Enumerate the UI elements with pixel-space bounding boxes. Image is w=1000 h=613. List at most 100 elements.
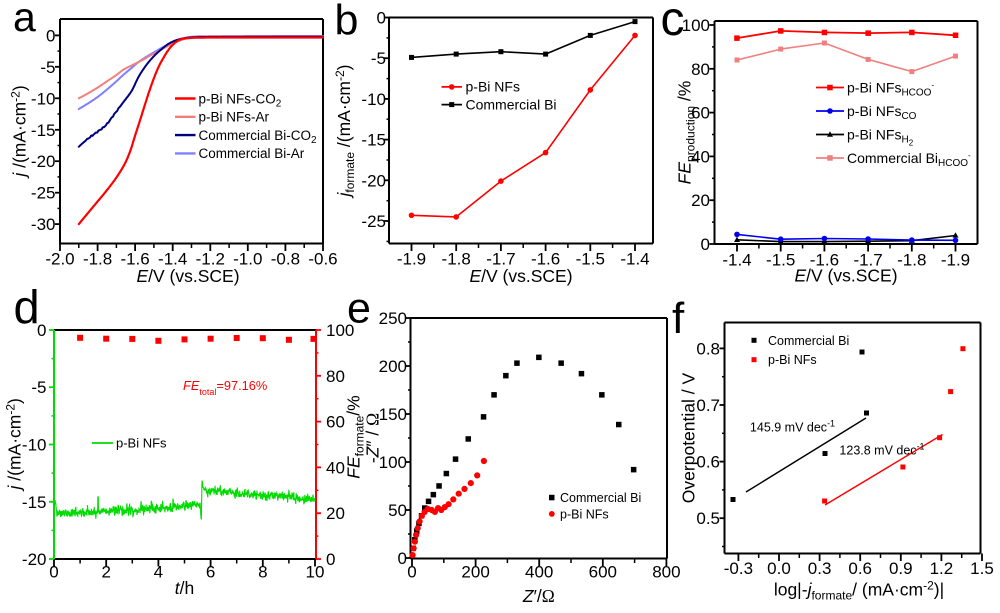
svg-text:p-Bi NFs-CO2: p-Bi NFs-CO2 [199, 91, 282, 109]
svg-text:80: 80 [691, 60, 710, 79]
svg-text:80: 80 [326, 367, 345, 386]
svg-text:-Z″ / Ω: -Z″ / Ω [363, 413, 383, 463]
svg-text:-5: -5 [371, 49, 386, 68]
svg-text:a: a [13, 0, 36, 40]
svg-text:-10: -10 [22, 436, 47, 455]
svg-text:FEtotal=97.16%: FEtotal=97.16% [183, 378, 267, 397]
svg-text:-1.0: -1.0 [233, 250, 262, 269]
svg-text:400: 400 [525, 563, 553, 582]
svg-text:0.8: 0.8 [696, 339, 720, 358]
svg-text:20: 20 [691, 191, 710, 210]
svg-text:-15: -15 [22, 493, 47, 512]
svg-text:p-Bi NFs: p-Bi NFs [560, 507, 609, 521]
svg-text:0: 0 [326, 550, 335, 569]
svg-text:600: 600 [589, 563, 617, 582]
svg-text:f: f [672, 294, 685, 343]
svg-text:0.5: 0.5 [696, 509, 720, 528]
svg-text:Commercial Bi: Commercial Bi [768, 334, 849, 348]
svg-text:-1.5: -1.5 [576, 250, 605, 269]
svg-text:0.7: 0.7 [696, 396, 720, 415]
svg-text:-1.2: -1.2 [196, 250, 225, 269]
svg-text:-1.5: -1.5 [766, 251, 795, 270]
svg-text:p-Bi NFsCO: p-Bi NFsCO [847, 103, 917, 122]
svg-text:-0.8: -0.8 [271, 250, 300, 269]
svg-text:-1.6: -1.6 [810, 251, 839, 270]
svg-text:Z′/Ω: Z′/Ω [522, 586, 555, 606]
svg-text:-25: -25 [31, 184, 56, 203]
svg-text:40: 40 [326, 458, 345, 477]
svg-text:-1.9: -1.9 [397, 250, 426, 269]
svg-text:-1.8: -1.8 [83, 250, 112, 269]
svg-text:-1.4: -1.4 [722, 251, 751, 270]
svg-text:-5: -5 [40, 58, 55, 77]
svg-text:150: 150 [379, 405, 407, 424]
svg-text:-1.8: -1.8 [442, 250, 471, 269]
svg-text:Commercial Bi: Commercial Bi [560, 491, 641, 505]
svg-text:-1.8: -1.8 [897, 251, 926, 270]
svg-text:-15: -15 [361, 131, 386, 150]
svg-text:-10: -10 [361, 90, 386, 109]
svg-text:-20: -20 [31, 152, 56, 171]
svg-text:1.2: 1.2 [930, 559, 954, 578]
svg-text:-1.4: -1.4 [620, 250, 649, 269]
svg-text:j /(mA·cm-2): j /(mA·cm-2) [4, 398, 25, 491]
svg-text:-10: -10 [31, 89, 56, 108]
svg-text:p-Bi NFs: p-Bi NFs [466, 79, 520, 95]
svg-text:100: 100 [379, 453, 407, 472]
svg-text:b: b [335, 0, 359, 45]
svg-text:E/V (vs.SCE): E/V (vs.SCE) [794, 266, 897, 286]
svg-text:j /(mA·cm-2): j /(mA·cm-2) [9, 85, 30, 178]
svg-text:0: 0 [407, 563, 416, 582]
svg-text:50: 50 [388, 501, 407, 520]
svg-text:0: 0 [701, 235, 710, 254]
svg-text:-0.3: -0.3 [724, 559, 753, 578]
svg-text:0.6: 0.6 [848, 559, 872, 578]
svg-text:100: 100 [682, 16, 710, 35]
svg-text:Commercial Bi-Ar: Commercial Bi-Ar [199, 146, 305, 161]
svg-text:FEproduction /%: FEproduction /% [675, 81, 698, 185]
svg-text:Overpotential / V: Overpotential / V [679, 373, 699, 504]
svg-text:800: 800 [652, 563, 680, 582]
svg-text:0: 0 [37, 321, 46, 340]
svg-text:t/h: t/h [175, 578, 194, 598]
svg-text:-20: -20 [22, 550, 47, 569]
svg-text:c: c [661, 0, 685, 46]
svg-text:p-Bi NFs: p-Bi NFs [116, 435, 167, 450]
svg-text:p-Bi NFs: p-Bi NFs [768, 353, 817, 367]
svg-text:-25: -25 [361, 212, 386, 231]
svg-text:60: 60 [326, 413, 345, 432]
svg-text:-1.4: -1.4 [158, 250, 187, 269]
svg-text:8: 8 [258, 563, 267, 582]
svg-text:-20: -20 [361, 171, 386, 190]
svg-text:145.9 mV dec-1: 145.9 mV dec-1 [750, 419, 835, 435]
svg-text:-15: -15 [31, 121, 56, 140]
svg-text:Commercial Bi: Commercial Bi [466, 96, 557, 112]
svg-text:200: 200 [461, 563, 489, 582]
svg-text:250: 250 [379, 309, 407, 328]
svg-text:20: 20 [326, 504, 345, 523]
svg-text:Commercial Bi-CO2: Commercial Bi-CO2 [199, 128, 318, 146]
svg-text:1.5: 1.5 [970, 559, 994, 578]
svg-text:p-Bi NFsH2: p-Bi NFsH2 [847, 126, 914, 147]
svg-text:-1.9: -1.9 [941, 251, 970, 270]
svg-text:6: 6 [206, 563, 215, 582]
svg-text:0.3: 0.3 [808, 559, 832, 578]
svg-text:200: 200 [379, 357, 407, 376]
svg-text:0: 0 [49, 563, 58, 582]
svg-text:e: e [347, 285, 371, 333]
svg-text:E/V (vs.SCE): E/V (vs.SCE) [469, 266, 572, 286]
svg-text:d: d [14, 281, 40, 334]
svg-text:10: 10 [306, 563, 325, 582]
svg-text:-1.6: -1.6 [531, 250, 560, 269]
svg-text:40: 40 [691, 147, 710, 166]
svg-text:jformate /(mA·cm-2): jformate /(mA·cm-2) [333, 64, 357, 198]
svg-text:FEformate/%: FEformate/% [344, 395, 367, 479]
svg-text:0: 0 [398, 549, 407, 568]
svg-text:-5: -5 [31, 378, 46, 397]
svg-text:60: 60 [691, 104, 710, 123]
svg-text:-1.7: -1.7 [486, 250, 515, 269]
svg-text:-1.6: -1.6 [120, 250, 149, 269]
svg-text:p-Bi NFs-Ar: p-Bi NFs-Ar [199, 110, 270, 125]
svg-text:-0.6: -0.6 [308, 250, 337, 269]
svg-text:2: 2 [101, 563, 110, 582]
